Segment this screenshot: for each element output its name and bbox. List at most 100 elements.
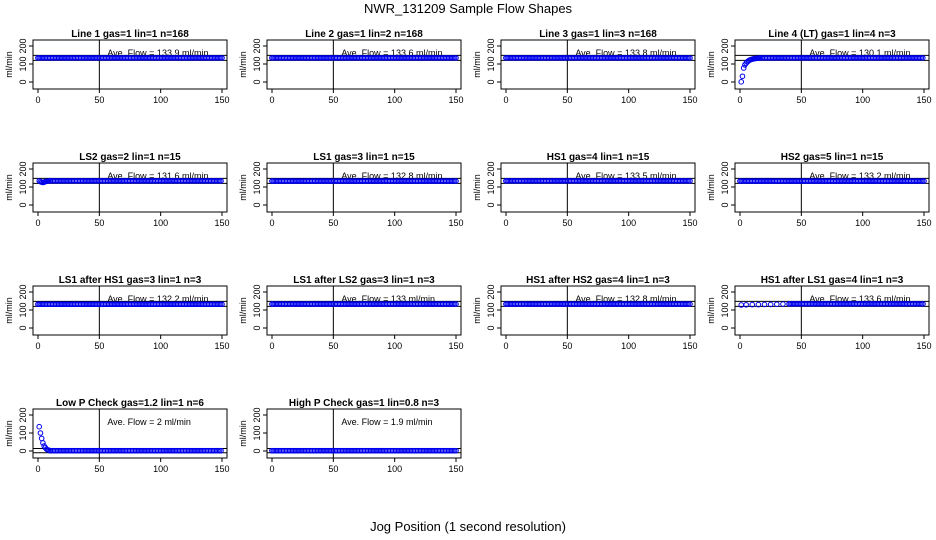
panel-title: HS1 after LS1 gas=4 lin=1 n=3 [761, 275, 904, 286]
x-tick-label: 50 [796, 218, 806, 228]
y-axis-label: ml/min [238, 51, 248, 78]
avg-flow-annotation: Ave. Flow = 132.8 ml/min [341, 171, 442, 181]
y-tick-label: 200 [720, 38, 730, 53]
data-point [219, 55, 225, 61]
panel-title: HS2 gas=5 lin=1 n=15 [781, 152, 884, 163]
y-axis-label: ml/min [238, 420, 248, 447]
panel-title: LS1 gas=3 lin=1 n=15 [313, 152, 415, 163]
y-axis-label: ml/min [472, 51, 482, 78]
x-tick-label: 150 [916, 95, 931, 105]
y-tick-label: 100 [252, 56, 262, 71]
data-point [767, 301, 774, 308]
y-tick-label: 100 [720, 179, 730, 194]
panel-8: HS2 gas=5 lin=1 n=15 0 50 100 150 0 100 200 ml/m… [706, 152, 932, 228]
avg-flow-annotation: Ave. Flow = 130.1 ml/min [809, 48, 910, 58]
y-tick-label: 100 [720, 56, 730, 71]
y-tick-label: 0 [18, 202, 28, 207]
data-point [36, 423, 43, 430]
y-tick-label: 0 [486, 79, 496, 84]
y-tick-label: 200 [486, 161, 496, 176]
panel-4: Line 4 (LT) gas=1 lin=4 n=3 0 50 100 150 0 100… [706, 29, 932, 105]
data-point [739, 73, 746, 80]
panel-title: HS1 gas=4 lin=1 n=15 [547, 152, 650, 163]
x-tick-label: 150 [448, 95, 463, 105]
x-tick-label: 0 [503, 218, 508, 228]
x-tick-label: 100 [153, 95, 168, 105]
data-point [774, 301, 780, 308]
avg-flow-annotation: Ave. Flow = 133.6 ml/min [809, 294, 910, 304]
y-axis-label: ml/min [4, 297, 14, 324]
x-tick-label: 150 [214, 218, 229, 228]
x-tick-label: 0 [269, 341, 274, 351]
x-tick-label: 150 [916, 218, 931, 228]
x-tick-label: 150 [448, 464, 463, 474]
y-tick-label: 200 [720, 284, 730, 299]
x-tick-label: 50 [328, 95, 338, 105]
panel-title: Line 3 gas=1 lin=3 n=168 [539, 29, 657, 40]
y-tick-label: 0 [252, 202, 262, 207]
y-tick-label: 100 [486, 179, 496, 194]
panel-title: HS1 after HS2 gas=4 lin=1 n=3 [526, 275, 670, 286]
data-point [761, 301, 768, 308]
x-tick-label: 100 [855, 218, 870, 228]
y-tick-label: 100 [18, 425, 28, 440]
avg-flow-annotation: Ave. Flow = 132.8 ml/min [575, 294, 676, 304]
y-tick-label: 200 [252, 38, 262, 53]
data-point [740, 65, 747, 71]
x-tick-label: 100 [621, 341, 636, 351]
y-tick-label: 0 [18, 448, 28, 453]
y-tick-label: 200 [18, 284, 28, 299]
panel-title: LS1 after HS1 gas=3 lin=1 n=3 [59, 275, 202, 286]
x-tick-label: 100 [387, 341, 402, 351]
x-tick-label: 150 [448, 341, 463, 351]
avg-flow-annotation: Ave. Flow = 133.9 ml/min [107, 48, 208, 58]
x-tick-label: 100 [153, 218, 168, 228]
y-tick-label: 0 [252, 448, 262, 453]
y-tick-label: 0 [252, 325, 262, 330]
panel-10: LS1 after LS2 gas=3 lin=1 n=3 0 50 100 150 0 1… [238, 275, 464, 351]
panel-5: LS2 gas=2 lin=1 n=15 0 50 100 150 0 100 200 ml/m… [4, 152, 230, 228]
avg-flow-annotation: Ave. Flow = 133.6 ml/min [341, 48, 442, 58]
y-tick-label: 0 [18, 325, 28, 330]
x-tick-label: 50 [562, 341, 572, 351]
data-point [780, 301, 786, 307]
y-tick-label: 0 [252, 79, 262, 84]
y-tick-label: 200 [18, 161, 28, 176]
panel-title: Line 4 (LT) gas=1 lin=4 n=3 [768, 29, 896, 40]
x-tick-label: 50 [562, 218, 572, 228]
x-tick-label: 150 [214, 464, 229, 474]
panel-13: Low P Check gas=1.2 lin=1 n=6 0 50 100 150 0 1… [4, 398, 230, 474]
x-tick-label: 50 [562, 95, 572, 105]
data-point [38, 435, 45, 442]
data-point [755, 301, 762, 308]
y-tick-label: 100 [18, 56, 28, 71]
y-tick-label: 100 [252, 302, 262, 317]
x-tick-label: 100 [855, 95, 870, 105]
y-axis-label: ml/min [706, 174, 716, 201]
avg-flow-annotation: Ave. Flow = 132.2 ml/min [107, 294, 208, 304]
x-tick-label: 0 [35, 95, 40, 105]
y-tick-label: 200 [252, 407, 262, 422]
x-tick-label: 150 [448, 218, 463, 228]
y-tick-label: 0 [720, 79, 730, 84]
panel-1: Line 1 gas=1 lin=1 n=168 0 50 100 150 0 100 200… [4, 29, 230, 105]
y-tick-label: 100 [720, 302, 730, 317]
x-tick-label: 50 [328, 464, 338, 474]
y-axis-label: ml/min [472, 174, 482, 201]
panel-6: LS1 gas=3 lin=1 n=15 0 50 100 150 0 100 200 ml/m… [238, 152, 464, 228]
data-point [453, 447, 459, 454]
data-point [219, 301, 225, 308]
panel-title: Line 2 gas=1 lin=2 n=168 [305, 29, 423, 40]
y-tick-label: 200 [18, 38, 28, 53]
panel-14: High P Check gas=1 lin=0.8 n=3 0 50 100 150 0… [238, 398, 464, 474]
x-tick-label: 150 [682, 218, 697, 228]
x-tick-label: 150 [682, 341, 697, 351]
data-point [749, 301, 756, 308]
data-point [218, 178, 224, 184]
data-point [687, 301, 693, 307]
y-axis-label: ml/min [4, 420, 14, 447]
y-tick-label: 200 [486, 284, 496, 299]
x-tick-label: 0 [737, 95, 742, 105]
x-tick-label: 0 [737, 341, 742, 351]
